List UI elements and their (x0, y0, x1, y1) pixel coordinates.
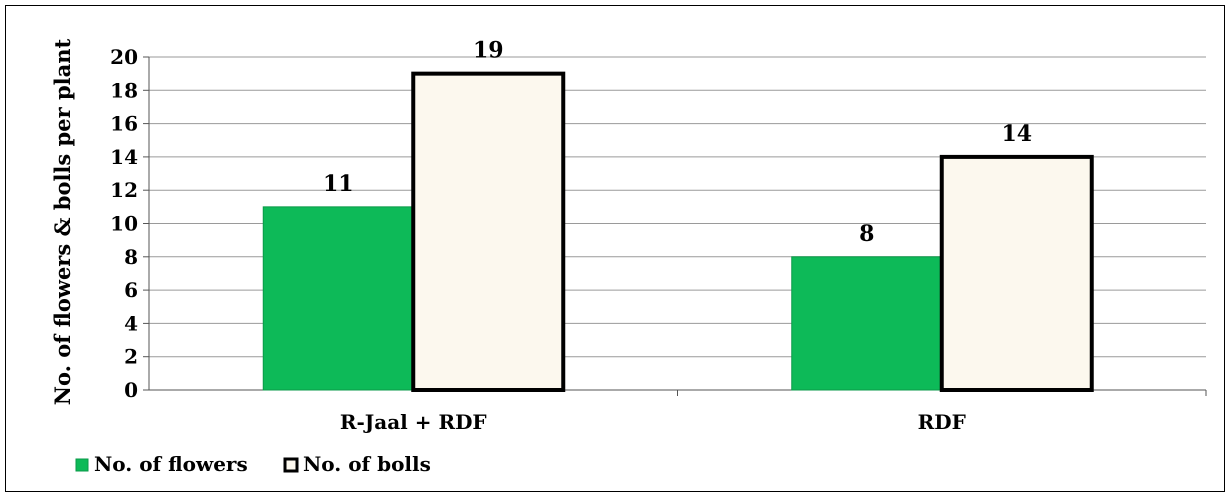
legend-label: No. of flowers (94, 452, 248, 476)
data-label: 14 (1001, 121, 1032, 147)
x-category-label: RDF (918, 410, 966, 434)
y-tick-label: 6 (124, 278, 138, 302)
y-tick-label: 14 (110, 145, 138, 169)
bar-bolls (939, 154, 1094, 392)
y-axis-label: No. of flowers & bolls per plant (50, 38, 75, 405)
y-tick-label: 20 (110, 45, 138, 69)
y-tick-label: 16 (110, 112, 138, 136)
bar-bolls (411, 71, 566, 393)
data-labels: 11 19 8 14 (323, 38, 1032, 247)
axes: 0 2 4 6 8 10 12 14 16 18 20 R-Jaal + RDF RDF (110, 45, 1207, 434)
y-tick-label: 18 (110, 78, 138, 102)
y-tick-label: 2 (124, 345, 138, 369)
legend: No. of flowers No. of bolls (75, 452, 431, 476)
y-tick-label: 12 (110, 178, 138, 202)
y-tick-label: 8 (124, 245, 138, 269)
bar-flowers (791, 256, 943, 391)
bar-flowers (262, 206, 414, 391)
legend-label: No. of bolls (303, 452, 431, 476)
x-category-label: R-Jaal + RDF (340, 410, 487, 434)
bars (262, 71, 1094, 393)
legend-swatch-flowers (75, 458, 89, 472)
y-tick-label: 0 (124, 378, 138, 402)
data-label: 11 (323, 171, 354, 197)
legend-swatch-bolls (283, 457, 299, 473)
y-tick-label: 10 (110, 212, 138, 236)
data-label: 19 (473, 38, 504, 64)
data-label: 8 (859, 221, 874, 247)
y-tick-label: 4 (124, 311, 138, 335)
